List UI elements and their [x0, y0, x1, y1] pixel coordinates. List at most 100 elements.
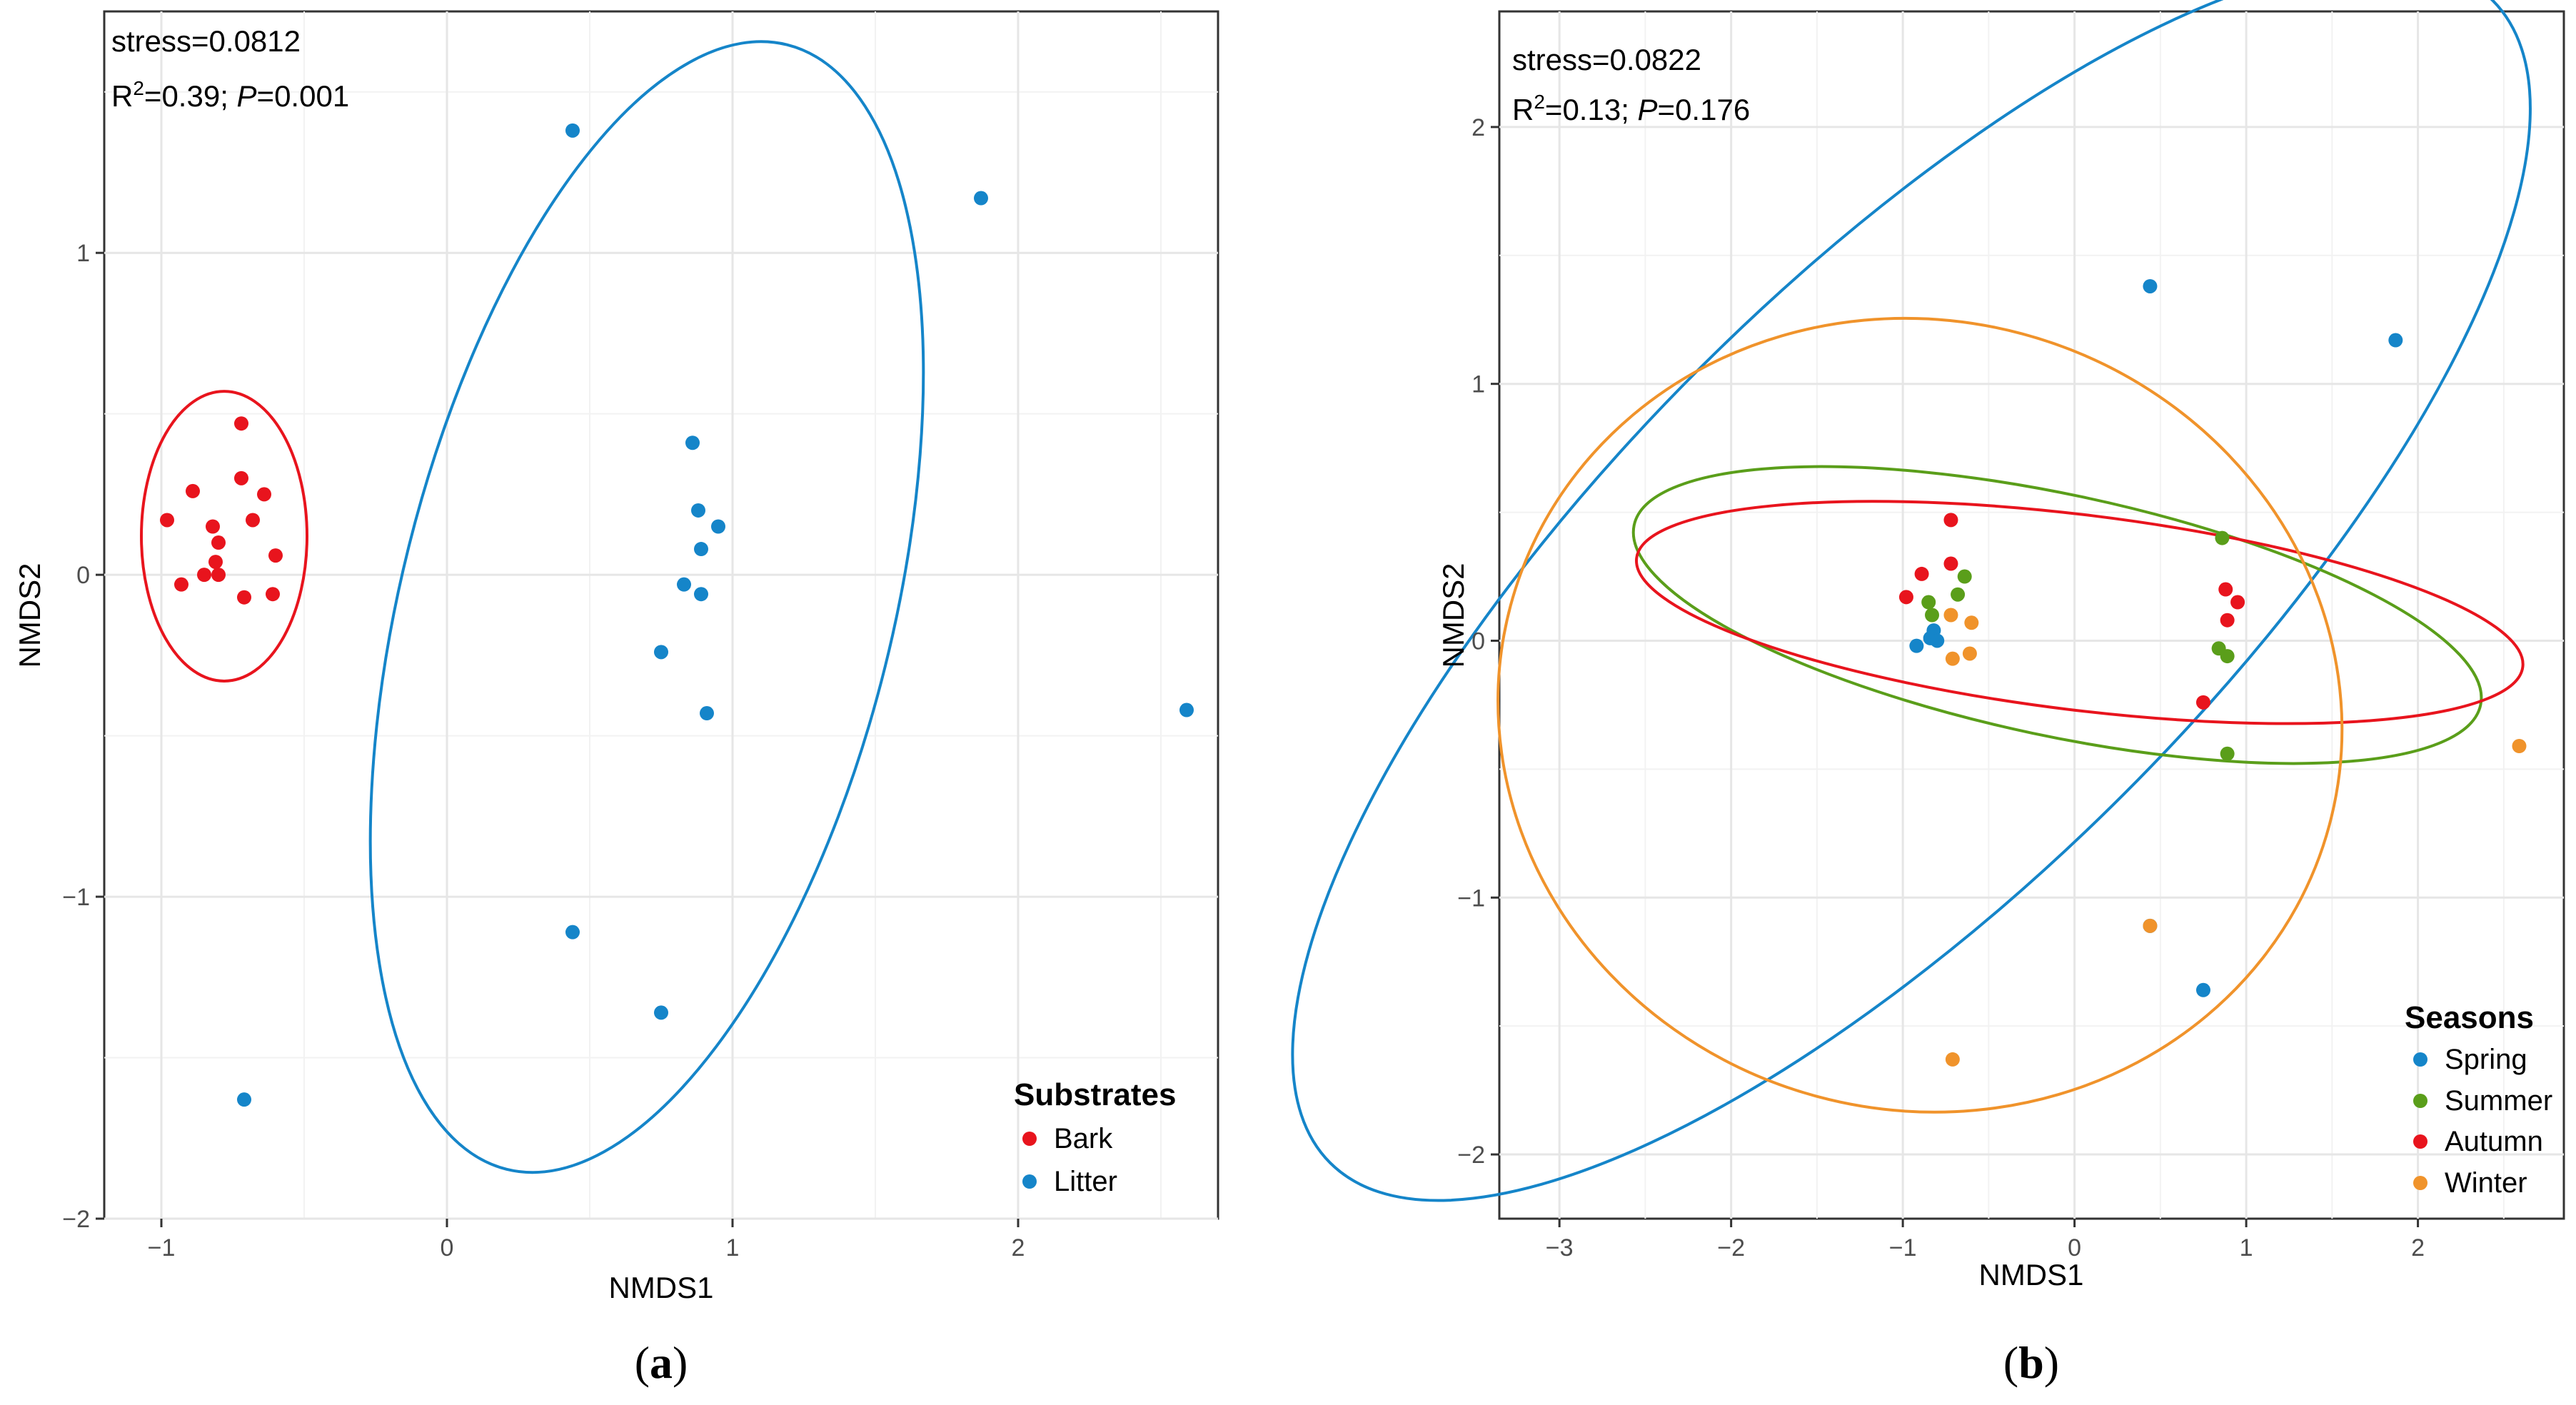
panel-b-point-summer	[1957, 569, 1972, 584]
panel-a-r2-superscript: 2	[133, 77, 144, 99]
panel-a-point-bark	[211, 568, 226, 583]
panel-b-y-tick-label: 0	[1471, 628, 1485, 655]
panel-b-legend-swatch-autumn	[2413, 1134, 2427, 1149]
panel-b-caption-letter: b	[2018, 1337, 2044, 1388]
panel-a-stress-text: stress=0.0812	[111, 24, 301, 58]
panel-b-point-winter	[1962, 646, 1977, 661]
panel-a-legend-swatch-bark	[1022, 1132, 1037, 1146]
panel-b-plot-area	[1498, 10, 2565, 1220]
panel-b-point-winter	[2512, 738, 2527, 753]
panel-b-point-spring	[1909, 638, 1924, 653]
panel-b-point-summer	[1925, 608, 1940, 623]
panel-b-point-autumn	[2195, 695, 2210, 710]
panel-b-points	[1898, 278, 2527, 1067]
panel-b-r2-superscript: 2	[1534, 91, 1545, 113]
panel-b-point-winter	[1964, 615, 1979, 630]
panel-a-point-bark	[234, 470, 248, 485]
panel-a-x-axis-title: NMDS1	[608, 1271, 713, 1304]
panel-b-x-tick-label: −3	[1546, 1234, 1574, 1262]
panel-b-p-label: P	[1638, 93, 1658, 126]
panel-a-point-bark	[174, 577, 188, 592]
panel-b-point-spring	[2195, 982, 2210, 997]
panel-a-x-tick-label: 1	[726, 1234, 740, 1262]
panel-a-point-bark	[186, 483, 200, 498]
panel-b-legend-title: Seasons	[2405, 1000, 2534, 1035]
panel-a-caption: (a)	[635, 1337, 688, 1388]
panel-b-stress-text: stress=0.0822	[1512, 43, 1701, 76]
panel-b-point-winter	[1945, 1052, 1960, 1067]
panel-a-ellipse-bark	[140, 390, 308, 683]
panel-a-point-litter	[565, 925, 580, 940]
panel-b-x-tick-label: −2	[1717, 1234, 1745, 1262]
panel-a-y-axis-title: NMDS2	[13, 563, 46, 668]
panel-b-point-winter	[1943, 608, 1958, 623]
panel-b-r2-value: =0.13;	[1545, 93, 1638, 126]
panel-b-point-winter	[2143, 918, 2158, 933]
panel-b-p-value: =0.176	[1658, 93, 1751, 126]
panel-a-plot-area	[103, 10, 1219, 1220]
panel-a-p-value: =0.001	[257, 79, 350, 113]
panel-b-y-tick-label: 1	[1471, 371, 1485, 398]
panel-b-legend: Seasons Spring Summer Autumn Winter	[2405, 1000, 2552, 1199]
panel-b-legend-label-summer: Summer	[2445, 1085, 2552, 1117]
panel-a-x-tick-label: 0	[441, 1234, 454, 1262]
panel-a-point-litter	[654, 1005, 668, 1020]
panel-b-point-spring	[2143, 278, 2158, 293]
panel-a-x-tick-label: −1	[148, 1234, 176, 1262]
panel-a-point-litter	[711, 519, 725, 534]
panel-a-r2-text: R2=0.39; P=0.001	[111, 77, 349, 113]
panel-a-point-bark	[206, 519, 220, 534]
panel-a-point-bark	[208, 555, 223, 570]
panel-b-point-autumn	[1943, 513, 1958, 528]
panel-a-point-bark	[211, 535, 226, 550]
panel-a-points	[160, 123, 1194, 1107]
panel-b-legend-swatch-spring	[2413, 1052, 2427, 1067]
panel-b-x-tick-label: −1	[1889, 1234, 1917, 1262]
panel-b-point-autumn	[1943, 556, 1958, 571]
panel-a-ellipses	[140, 40, 925, 1174]
panel-a-legend-label-bark: Bark	[1054, 1123, 1113, 1154]
panel-a-y-tick-label: −2	[62, 1206, 90, 1233]
panel-a-point-litter	[700, 706, 714, 721]
panel-b-r2-prefix: R	[1512, 93, 1534, 126]
panel-a-p-label: P	[237, 79, 257, 113]
panel-b-legend-label-autumn: Autumn	[2445, 1126, 2543, 1157]
panel-b-r2-text: R2=0.13; P=0.176	[1512, 91, 1750, 126]
panel-a-ticks: −1 0 1 2 −2 −1 0 1	[62, 240, 1025, 1262]
panel-b-point-spring	[2388, 333, 2403, 348]
panel-b-point-autumn	[2218, 582, 2233, 597]
panel-b: −3 −2 −1 0 1 2 −2 −1 0 1 2 stress=0.0822 R2=0.13; …	[1291, 0, 2565, 1388]
panel-b-point-summer	[1921, 595, 1936, 610]
panel-a-y-tick-label: 1	[76, 240, 90, 267]
panel-b-ellipses	[1291, 0, 2532, 1202]
panel-a-point-litter	[565, 123, 580, 138]
panel-b-x-tick-label: 0	[2068, 1234, 2081, 1262]
panel-b-y-tick-label: 2	[1471, 114, 1485, 141]
panel-b-point-autumn	[1914, 566, 1929, 581]
panel-a-point-bark	[237, 590, 251, 605]
panel-b-caption: (b)	[2003, 1337, 2059, 1388]
panel-b-point-summer	[2220, 649, 2235, 664]
panel-a-point-litter	[685, 435, 700, 450]
panel-a-legend-label-litter: Litter	[1054, 1166, 1117, 1197]
panel-b-x-tick-label: 1	[2240, 1234, 2253, 1262]
panel-b-point-summer	[2220, 746, 2235, 761]
panel-b-point-autumn	[2220, 613, 2235, 628]
panel-a-r2-prefix: R	[111, 79, 133, 113]
panel-a-y-tick-label: −1	[62, 884, 90, 911]
panel-a-legend-swatch-litter	[1022, 1174, 1037, 1189]
panel-a-ellipse-litter	[368, 40, 925, 1174]
panel-b-legend-swatch-summer	[2413, 1094, 2427, 1108]
panel-b-ellipse-summer	[1631, 465, 2483, 765]
panel-b-point-spring	[1930, 633, 1945, 648]
panel-a-grid	[104, 11, 1218, 1220]
panel-b-ellipse-autumn	[1635, 500, 2525, 725]
panel-b-x-tick-label: 2	[2411, 1234, 2425, 1262]
panel-a-point-bark	[266, 587, 280, 602]
panel-b-ellipse-winter	[1496, 316, 2344, 1114]
panel-a-point-litter	[694, 587, 708, 602]
panel-b-legend-swatch-winter	[2413, 1176, 2427, 1190]
panel-a-point-litter	[654, 645, 668, 660]
panel-a-legend: Substrates Bark Litter	[1014, 1077, 1176, 1197]
